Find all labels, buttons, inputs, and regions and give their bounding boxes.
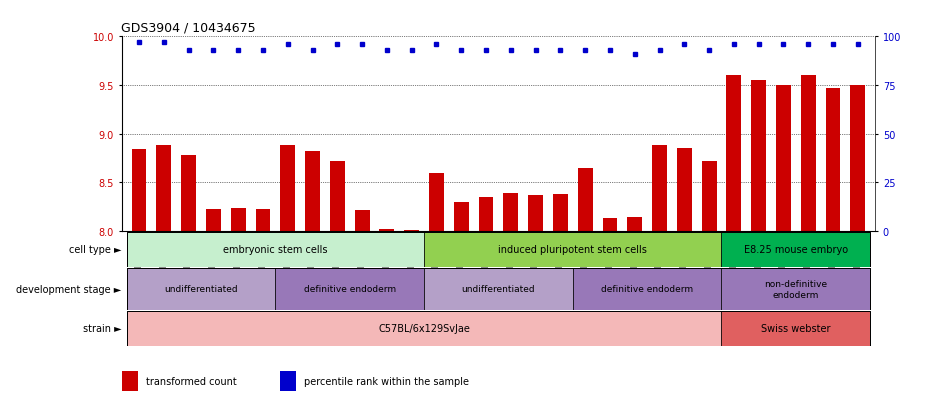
Bar	[454, 202, 469, 231]
Bar	[404, 230, 419, 231]
Bar	[355, 211, 370, 231]
Bar	[478, 197, 493, 231]
Bar	[182, 156, 196, 231]
Text: definitive endoderm: definitive endoderm	[303, 285, 396, 294]
Bar	[126, 268, 275, 310]
Text: Swiss webster: Swiss webster	[761, 323, 830, 334]
Text: undifferentiated: undifferentiated	[164, 285, 238, 294]
Text: strain ►: strain ►	[82, 323, 121, 334]
Bar	[702, 161, 717, 231]
Bar	[826, 89, 841, 231]
Text: E8.25 mouse embryo: E8.25 mouse embryo	[744, 244, 848, 255]
Bar	[126, 232, 424, 267]
Bar	[752, 81, 766, 231]
Text: percentile rank within the sample: percentile rank within the sample	[304, 376, 469, 386]
Bar	[231, 209, 245, 231]
Bar	[329, 161, 344, 231]
Bar	[573, 268, 722, 310]
Text: C57BL/6x129SvJae: C57BL/6x129SvJae	[378, 323, 470, 334]
Bar	[528, 195, 543, 231]
Bar	[722, 268, 870, 310]
Text: development stage ►: development stage ►	[16, 284, 121, 294]
Bar	[776, 86, 791, 231]
Bar	[206, 210, 221, 231]
Bar	[156, 146, 171, 231]
Bar	[424, 268, 573, 310]
Bar	[424, 232, 722, 267]
Bar	[722, 311, 870, 346]
Bar	[122, 371, 139, 391]
Bar	[578, 168, 592, 231]
Bar	[627, 218, 642, 231]
Bar	[256, 210, 271, 231]
Text: non-definitive
endoderm: non-definitive endoderm	[765, 280, 827, 299]
Text: induced pluripotent stem cells: induced pluripotent stem cells	[498, 244, 647, 255]
Bar	[280, 146, 295, 231]
Text: cell type ►: cell type ►	[68, 244, 121, 255]
Bar	[280, 371, 297, 391]
Bar	[275, 268, 424, 310]
Text: definitive endoderm: definitive endoderm	[601, 285, 694, 294]
Text: GDS3904 / 10434675: GDS3904 / 10434675	[121, 21, 256, 35]
Bar	[305, 152, 320, 231]
Bar	[379, 229, 394, 231]
Bar	[132, 150, 146, 231]
Bar	[801, 76, 815, 231]
Bar	[851, 86, 865, 231]
Bar	[126, 311, 722, 346]
Text: transformed count: transformed count	[146, 376, 237, 386]
Bar	[677, 149, 692, 231]
Bar	[722, 232, 870, 267]
Bar	[504, 193, 519, 231]
Bar	[553, 195, 568, 231]
Text: undifferentiated: undifferentiated	[461, 285, 535, 294]
Bar	[652, 146, 667, 231]
Text: embryonic stem cells: embryonic stem cells	[223, 244, 328, 255]
Bar	[603, 218, 618, 231]
Bar	[429, 174, 444, 231]
Bar	[726, 76, 741, 231]
